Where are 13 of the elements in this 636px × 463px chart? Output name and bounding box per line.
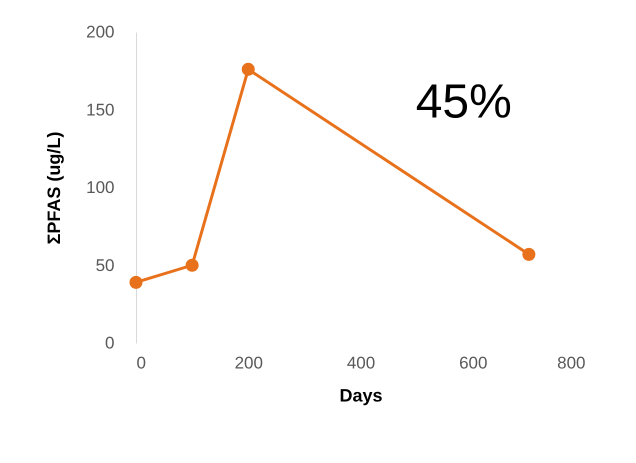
x-tick-label: 400 bbox=[346, 354, 376, 372]
y-tick-label: 150 bbox=[86, 100, 114, 120]
x-tick-label: 800 bbox=[557, 354, 586, 372]
y-tick-label: 100 bbox=[86, 178, 114, 197]
x-tick-label: 200 bbox=[234, 354, 263, 372]
annotation: 45% bbox=[416, 76, 512, 129]
y-tick-label: 0 bbox=[105, 334, 114, 352]
y-tick-label: 200 bbox=[86, 22, 114, 42]
y-axis-title: ΣPFAS (ug/L) bbox=[44, 132, 64, 244]
x-tick-label: 600 bbox=[459, 354, 488, 372]
x-axis-title: Days bbox=[339, 386, 383, 406]
y-tick-label: 50 bbox=[96, 256, 114, 275]
x-tick-label: 0 bbox=[136, 354, 146, 372]
